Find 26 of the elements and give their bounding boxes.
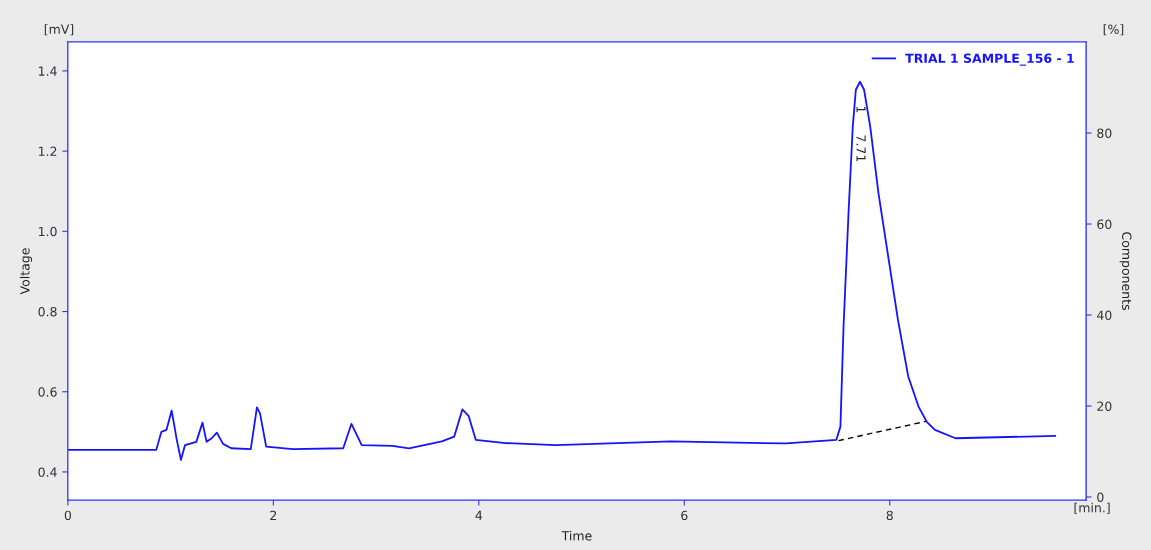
text: [mV]: [44, 24, 74, 36]
y-tick-label: 0.8: [38, 306, 57, 317]
text: [%]: [1103, 24, 1124, 36]
y-axis-title: Voltage: [19, 248, 33, 295]
text: [min.]: [1074, 502, 1110, 514]
y2-tick-label: 0: [1097, 492, 1104, 502]
y2-axis-title: Components: [1119, 232, 1132, 310]
x-tick-label: 2: [270, 510, 277, 520]
annotation: 1: [856, 106, 866, 113]
x-tick-label: 4: [475, 510, 483, 520]
y2-tick-label: 60: [1097, 219, 1112, 229]
x-axis-title: Time: [561, 530, 592, 541]
x-tick-label: 8: [886, 510, 893, 521]
y2-tick-label: 20: [1097, 401, 1112, 411]
x-tick-label: 0: [64, 510, 72, 521]
line-series: [67, 80, 1057, 461]
y-tick-label: 0.4: [38, 467, 57, 477]
y-tick-label: 1.4: [38, 66, 57, 76]
annotation: 7.71: [856, 135, 866, 162]
y-tick-label: 1.2: [38, 146, 57, 156]
y2-tick-label: 40: [1097, 310, 1112, 320]
y-tick-label: 0.6: [38, 387, 57, 397]
y2-tick-label: 80: [1097, 128, 1112, 138]
legend-label: TRIAL 1 SAMPLE_156 - 1: [905, 53, 1074, 66]
y-tick-label: 1.0: [38, 226, 57, 237]
x-tick-label: 6: [681, 510, 688, 521]
